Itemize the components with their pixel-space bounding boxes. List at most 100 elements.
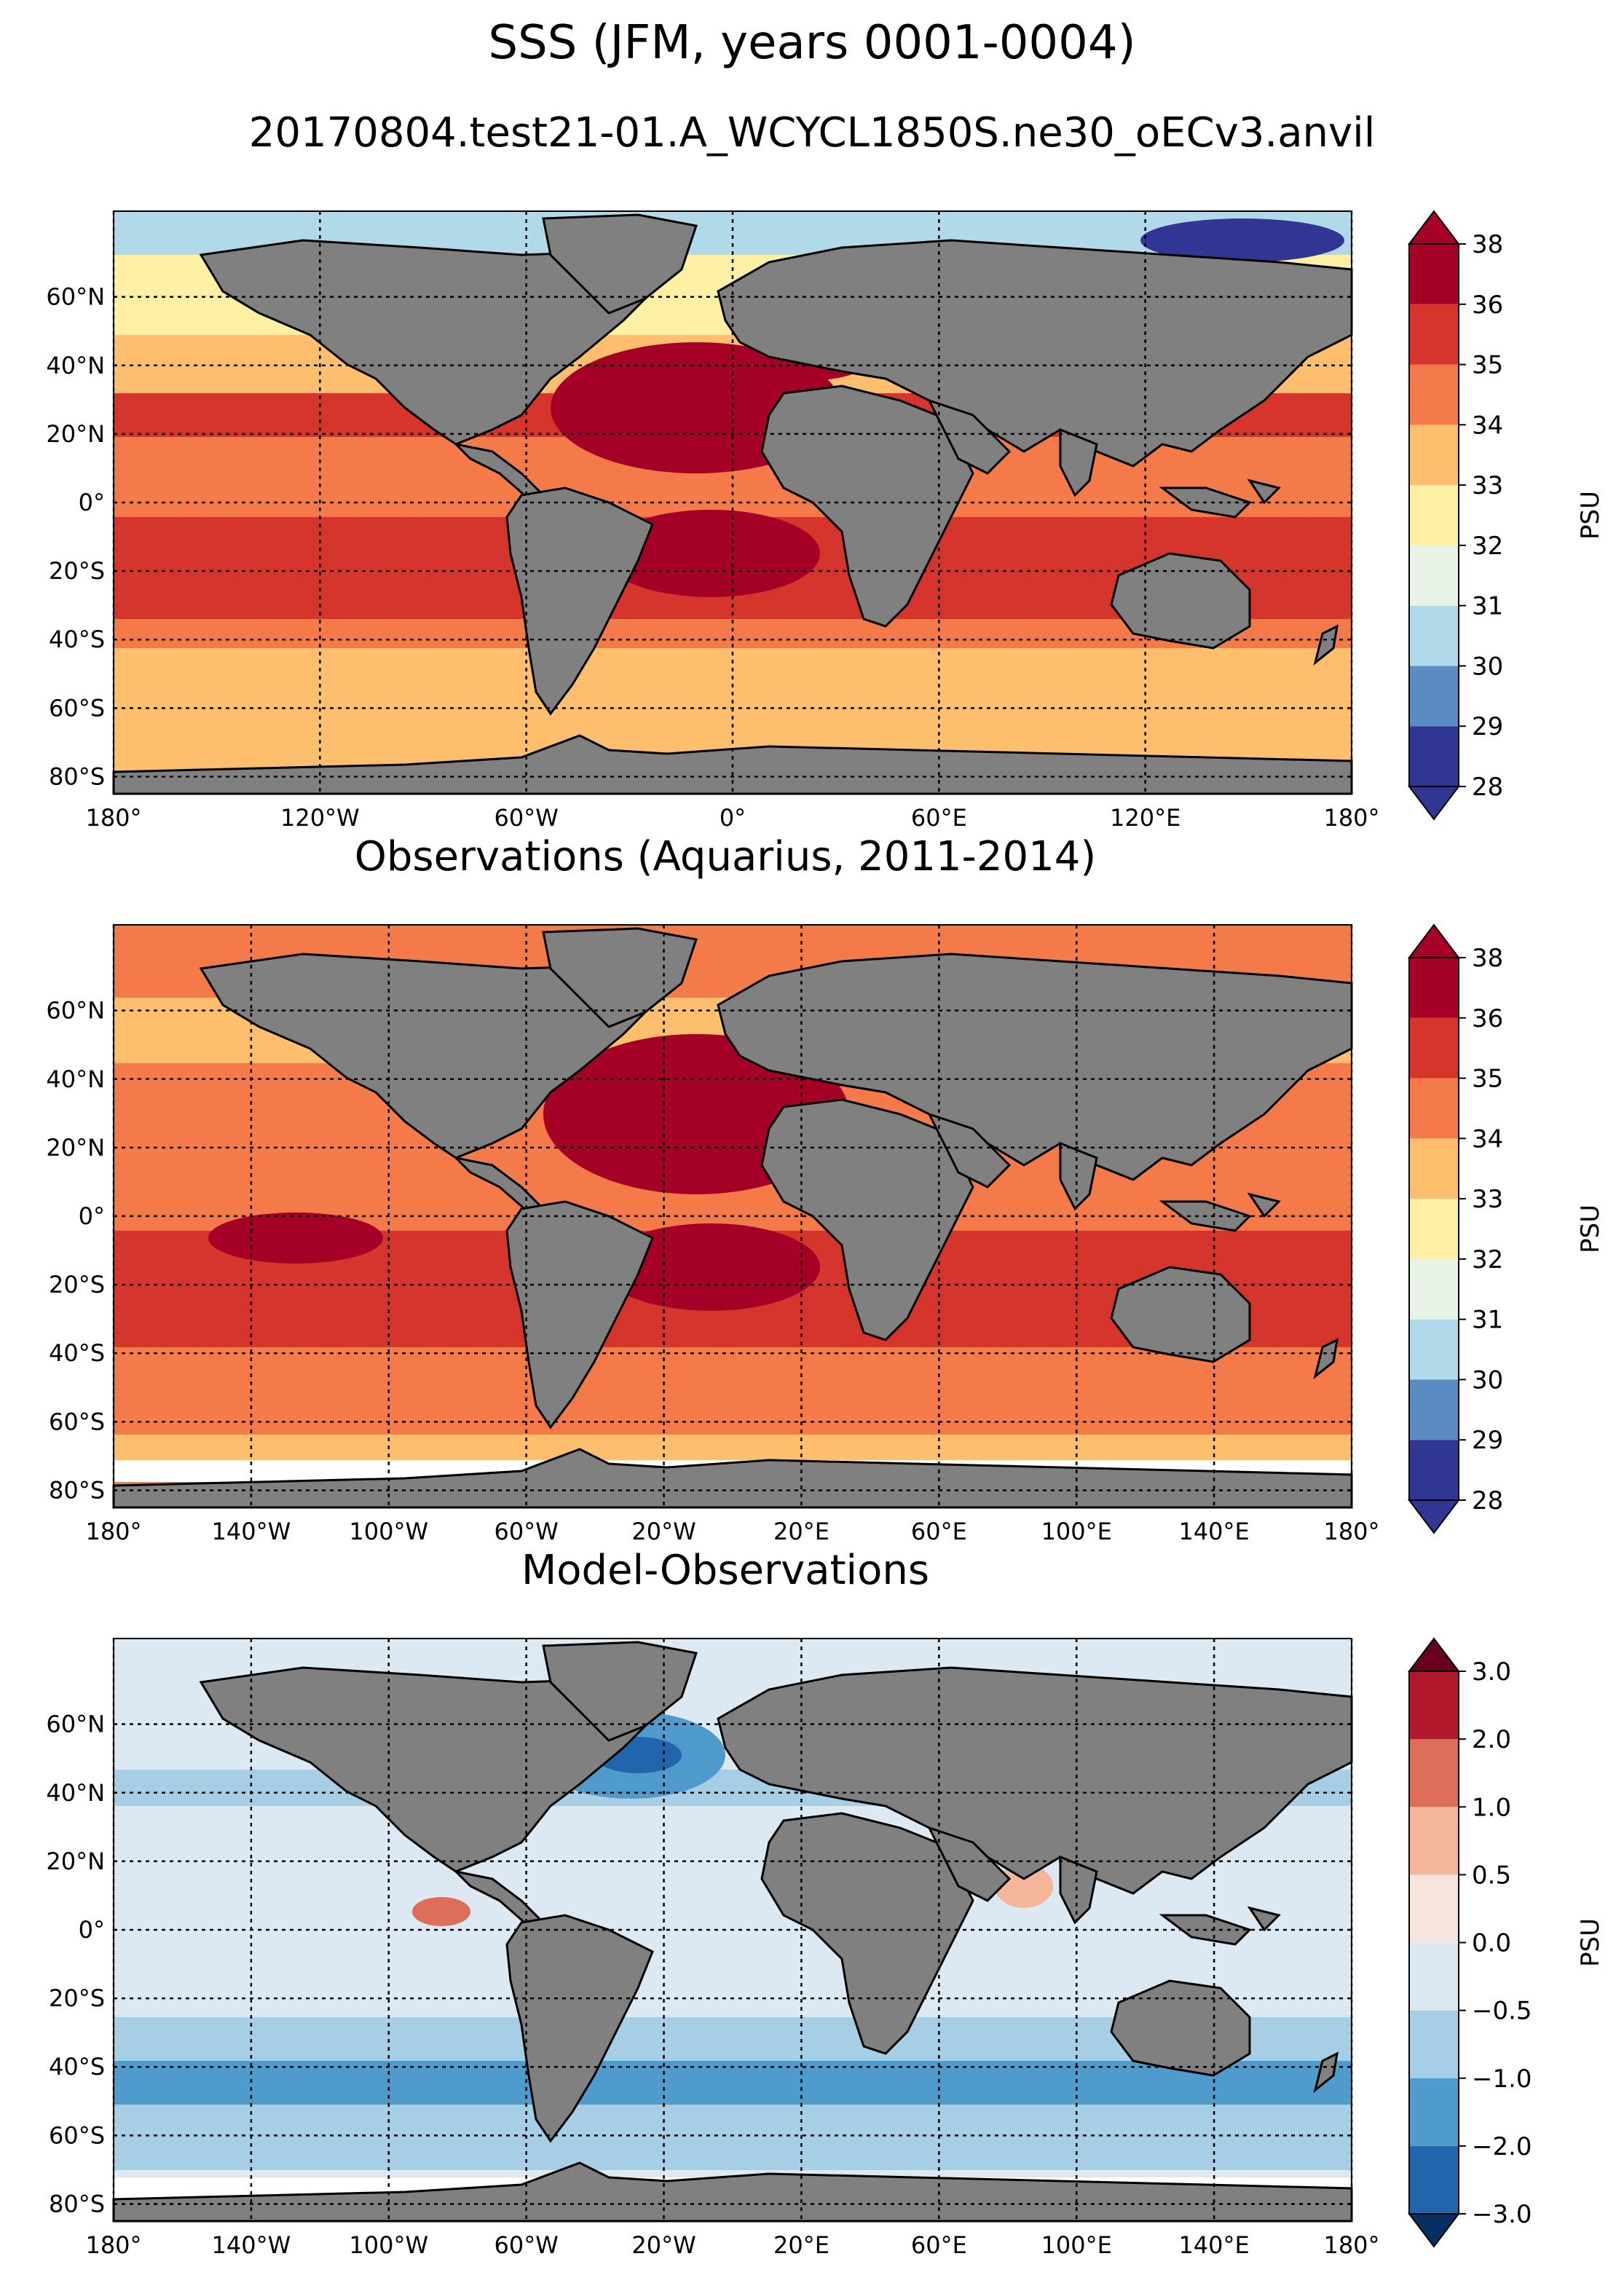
model-satl-high <box>602 510 820 597</box>
lon-tick-label: 120°E <box>1110 804 1180 832</box>
colorbar-frame <box>1408 243 1459 787</box>
lat-tick-label: 0° <box>79 1202 105 1230</box>
colorbar-segment <box>1409 1874 1459 1943</box>
colorbar-tick-label: −3.0 <box>1472 2200 1532 2229</box>
colorbar-extend-max <box>1407 1637 1461 1672</box>
lat-tick-label: 20°N <box>46 1848 105 1875</box>
figure-title: SSS (JFM, years 0001-0004) <box>488 16 1136 70</box>
colorbars: 28 29 30 31 32 33 34 35 36 38 PSU 28 29 30 31 32 33 34 35 3… <box>1407 210 1605 2248</box>
lon-tick-label: 60°W <box>494 2231 558 2259</box>
colorbar-tick-label: 0.5 <box>1472 1861 1511 1890</box>
lon-tick-label: 140°E <box>1178 2231 1249 2259</box>
lon-tick-label: 60°E <box>911 804 967 832</box>
lat-tick-label: 40°S <box>49 2053 105 2081</box>
colorbar-tick-label: −1.0 <box>1472 2065 1532 2094</box>
colorbar-segment <box>1409 545 1459 606</box>
lat-tick-label: 80°S <box>49 1476 105 1504</box>
colorbar-tick-label: 36 <box>1472 291 1503 320</box>
lat-tick-label: 40°N <box>46 352 105 379</box>
colorbar-tick-label: 29 <box>1472 712 1503 741</box>
colorbar-segment <box>1409 1258 1459 1320</box>
lon-tick-label: 60°E <box>911 2231 967 2259</box>
lat-tick-label: 80°S <box>49 2190 105 2217</box>
colorbar-segment <box>1409 364 1459 425</box>
colorbar-segment <box>1409 1017 1459 1079</box>
diff-title: Model-Observations <box>521 1547 929 1594</box>
lat-tick-label: 40°S <box>49 626 105 653</box>
colorbar-tick-label: 35 <box>1472 1065 1503 1094</box>
colorbar-segment <box>1409 958 1459 1018</box>
colorbar-tick-label: 35 <box>1472 351 1503 380</box>
obs-satl-high <box>602 1223 820 1311</box>
colorbar-segment <box>1409 485 1459 545</box>
colorbar-tick-label: 34 <box>1472 411 1503 440</box>
colorbar-segment <box>1409 2010 1459 2078</box>
lat-tick-label: 60°N <box>46 997 105 1025</box>
colorbar-segment <box>1409 1807 1459 1875</box>
lat-tick-label: 80°S <box>49 762 105 790</box>
lat-tick-label: 20°S <box>49 1271 105 1298</box>
lat-tick-label: 0° <box>79 1916 105 1944</box>
lat-tick-label: 20°S <box>49 1984 105 2012</box>
lon-tick-label: 100°W <box>349 1518 428 1545</box>
colorbar-tick-label: 34 <box>1472 1124 1503 1154</box>
lon-tick-label: 180° <box>1323 2231 1379 2259</box>
colorbar-tick-label: 33 <box>1472 1185 1503 1214</box>
lat-tick-label: 60°N <box>46 283 105 311</box>
colorbar-tick-label: 31 <box>1472 1306 1503 1335</box>
obs-gridlines <box>112 925 1353 1507</box>
lon-tick-label: 20°E <box>773 1518 829 1545</box>
colorbar-tick-label: −0.5 <box>1472 1997 1532 2026</box>
lat-tick-label: 20°N <box>46 1134 105 1162</box>
lon-tick-label: 60°E <box>911 1518 967 1545</box>
lon-tick-label: 180° <box>85 804 141 832</box>
colorbar-segment <box>1409 304 1459 365</box>
diff-panel: Model-Observations <box>112 1547 1353 2223</box>
colorbar-tick-label: 28 <box>1472 1486 1503 1515</box>
obs-title: Observations (Aquarius, 2011-2014) <box>355 833 1096 880</box>
colorbar-tick-label: 29 <box>1472 1426 1503 1455</box>
colorbar-segment <box>1409 2078 1459 2146</box>
lat-tick-label: 60°N <box>46 1711 105 1738</box>
lat-tick-label: 20°S <box>49 557 105 585</box>
colorbar-tick-label: 1.0 <box>1472 1793 1511 1822</box>
colorbar-tick-label: 0.0 <box>1472 1929 1511 1958</box>
colorbar-segment <box>1409 2145 1459 2214</box>
colorbar-segment <box>1409 1440 1459 1500</box>
colorbar-segment <box>1409 1942 1459 2011</box>
lon-tick-label: 0° <box>720 804 746 832</box>
colorbar-segment <box>1409 1078 1459 1139</box>
colorbar-tick-label: 38 <box>1472 230 1503 259</box>
lon-tick-label: 60°W <box>494 804 558 832</box>
lon-tick-label: 20°E <box>773 2231 829 2259</box>
colorbar-unit-label: PSU <box>1576 1918 1605 1967</box>
colorbar-tick-label: 36 <box>1472 1004 1503 1033</box>
lon-tick-label: 100°E <box>1041 1518 1112 1545</box>
diff-bengal-pos <box>995 1864 1053 1908</box>
colorbar-tick-label: 32 <box>1472 532 1503 561</box>
colorbar-segment <box>1409 425 1459 486</box>
colorbar-segment <box>1409 1319 1459 1380</box>
colorbar-tick-label: 32 <box>1472 1245 1503 1274</box>
lon-tick-label: 100°E <box>1041 2231 1112 2259</box>
figure-subtitle: 20170804.test21-01.A_WCYCL1850S.ne30_oEC… <box>248 109 1376 157</box>
colorbar-tick-label: −2.0 <box>1472 2132 1532 2161</box>
colorbar-diff: −3.0 −2.0 −1.0 −0.5 0.0 0.5 1.0 2.0 3.0 PSU <box>1407 1637 1605 2248</box>
colorbar-unit-label: PSU <box>1576 1204 1605 1253</box>
colorbar-frame <box>1408 957 1459 1501</box>
diff-eq-pos <box>412 1897 470 1926</box>
colorbar-tick-label: 2.0 <box>1472 1725 1511 1754</box>
obs-so-low <box>114 1435 1352 1464</box>
lon-tick-label: 140°W <box>212 1518 291 1545</box>
diff-band3 <box>114 2061 1352 2105</box>
lon-tick-label: 100°W <box>349 2231 428 2259</box>
colorbar-segment <box>1409 1671 1459 1740</box>
obs-so-mid <box>114 1347 1352 1442</box>
lat-tick-label: 40°N <box>46 1065 105 1093</box>
colorbar-segment <box>1409 244 1459 304</box>
colorbar-tick-label: 31 <box>1472 592 1503 621</box>
model-arctic-low <box>1140 218 1344 262</box>
colorbar-obs: 28 29 30 31 32 33 34 35 36 38 PSU <box>1407 923 1605 1534</box>
lat-tick-label: 60°S <box>49 694 105 722</box>
lon-tick-label: 180° <box>1323 804 1379 832</box>
